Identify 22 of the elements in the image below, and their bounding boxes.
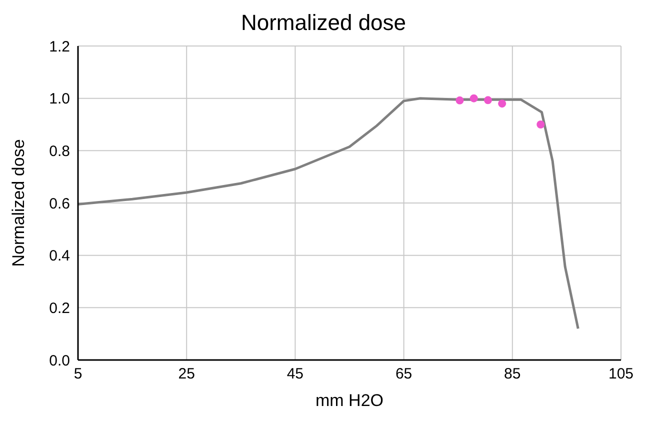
y-tick-label: 1.0 [49,90,70,108]
x-tick-label: 105 [608,366,634,383]
x-tick-label: 25 [178,366,195,383]
y-tick-label: 0.4 [49,248,70,265]
y-tick-label: 0.6 [49,195,70,212]
x-tick-label: 85 [504,366,521,383]
y-tick-label: 0.2 [49,300,70,317]
chart-title: Normalized dose [240,9,408,37]
point [456,96,464,104]
x-tick-label: 65 [395,366,412,383]
point [484,96,492,104]
y-tick-label: 0.8 [49,142,70,160]
y-tick-label: 0.0 [49,352,70,370]
point [498,100,506,108]
x-tick-label: 5 [74,366,82,383]
point [470,94,478,102]
x-tick-label: 45 [286,366,304,383]
point [536,120,545,128]
line-series [78,97,580,330]
y-tick-label: 1.2 [49,38,70,56]
y-axis-title: Normalized dose [9,139,28,267]
x-axis-title: mm H2O [316,391,384,410]
